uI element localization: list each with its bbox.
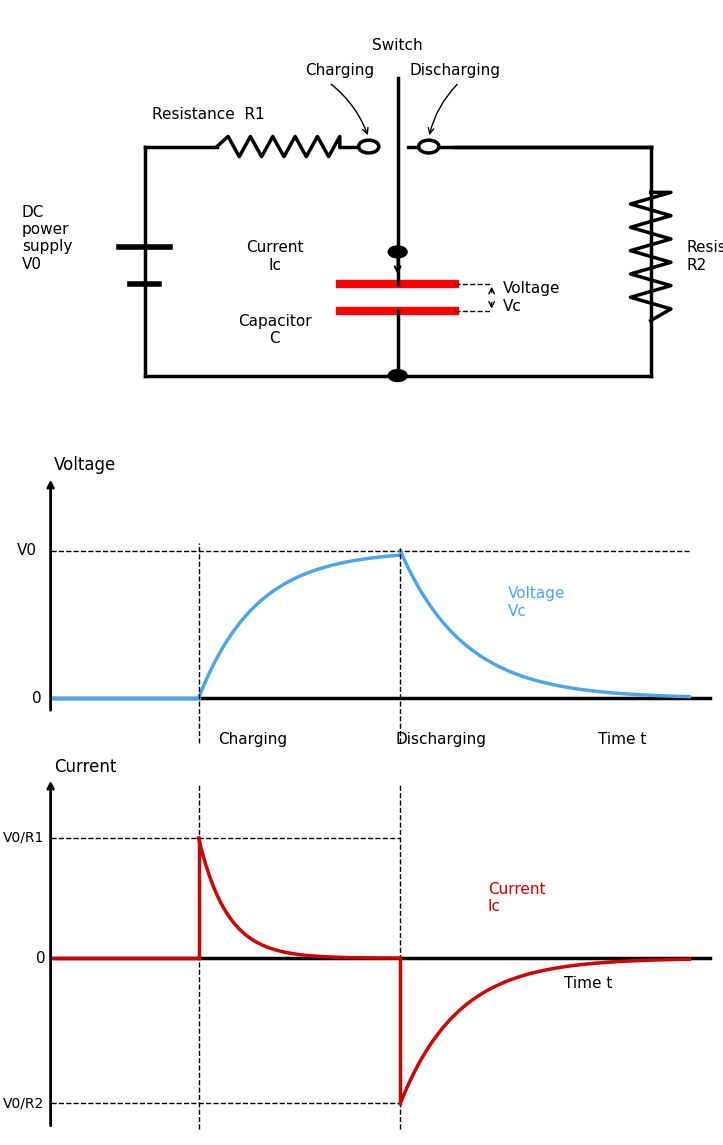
Text: Capacitor
C: Capacitor C [238,314,312,346]
Text: Resistance  R1: Resistance R1 [152,106,265,123]
Text: V0/R2: V0/R2 [3,1097,44,1111]
Circle shape [388,370,407,381]
Text: V0: V0 [17,543,37,558]
Text: Resistance
R2: Resistance R2 [687,240,723,273]
Text: DC
power
supply
V0: DC power supply V0 [22,205,72,271]
Text: Switch: Switch [372,38,423,54]
Text: Charging: Charging [305,63,375,79]
Text: Discharging: Discharging [395,732,486,748]
Text: V0/R1: V0/R1 [3,831,44,845]
Text: Time t: Time t [598,732,646,748]
Text: Current
Ic: Current Ic [246,240,304,273]
Text: Charging: Charging [218,732,287,748]
Text: Voltage
Vc: Voltage Vc [502,282,560,314]
Text: Voltage
Vc: Voltage Vc [508,586,565,618]
Text: 0: 0 [33,690,42,705]
Circle shape [388,246,407,258]
Text: Current
Ic: Current Ic [488,882,545,915]
Text: 0: 0 [35,950,46,965]
Text: Time t: Time t [565,976,612,990]
Text: Current: Current [54,758,116,776]
Text: Discharging: Discharging [410,63,501,79]
Text: Voltage: Voltage [54,456,116,474]
